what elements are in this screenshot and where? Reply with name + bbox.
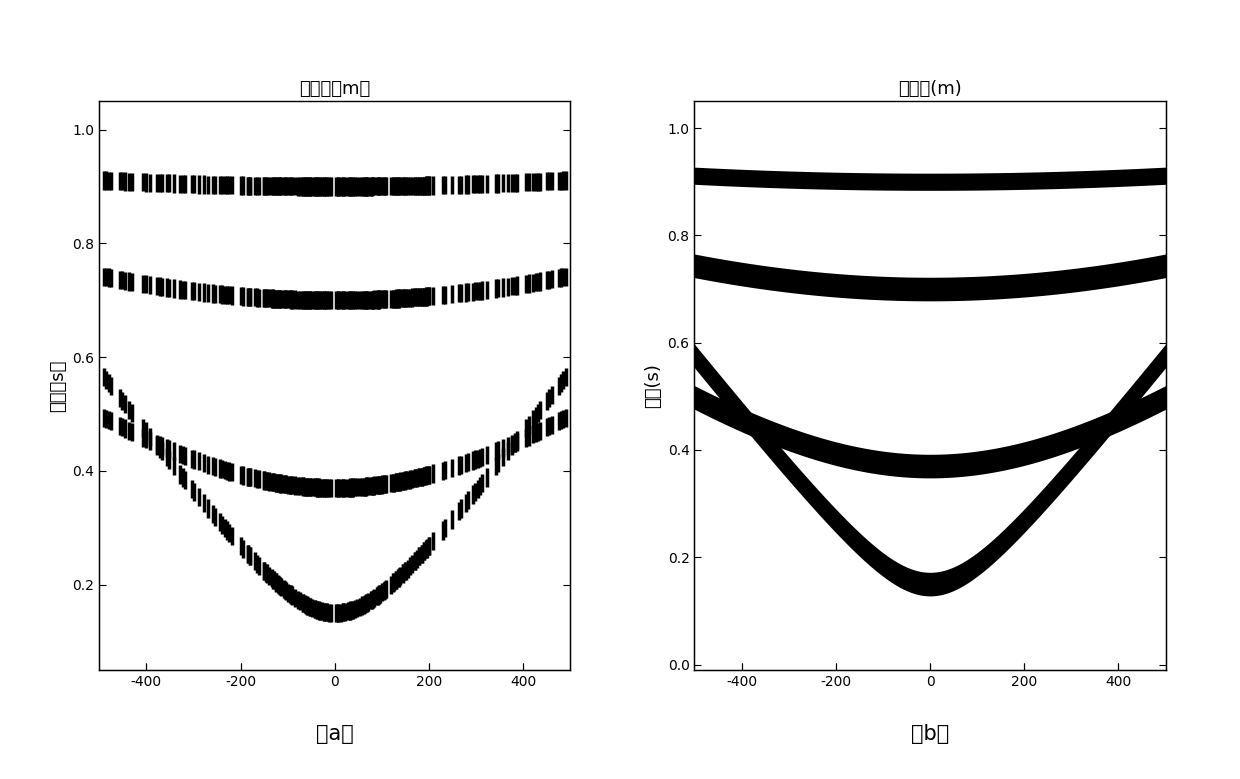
- X-axis label: 偏移距(m): 偏移距(m): [898, 80, 962, 98]
- Y-axis label: 时间（s）: 时间（s）: [48, 359, 67, 412]
- Y-axis label: 时间(s): 时间(s): [644, 363, 662, 408]
- Text: （a）: （a）: [316, 724, 353, 744]
- Text: （b）: （b）: [911, 724, 949, 744]
- X-axis label: 偏移距（m）: 偏移距（m）: [299, 80, 371, 98]
